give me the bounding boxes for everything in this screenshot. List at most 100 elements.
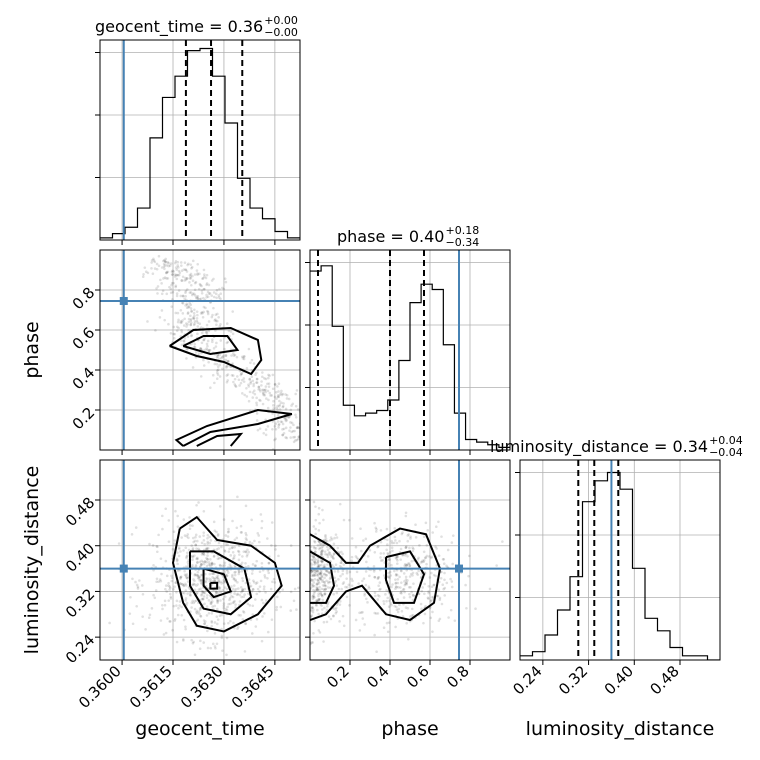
sample-point	[442, 587, 445, 591]
sample-point	[336, 570, 340, 573]
sample-point	[285, 418, 289, 422]
sample-point	[345, 571, 349, 575]
sample-point	[429, 616, 433, 620]
sample-point	[174, 266, 178, 269]
sample-point	[193, 273, 197, 276]
sample-point	[324, 587, 327, 591]
sample-point	[340, 550, 343, 554]
sample-point	[225, 366, 228, 369]
sample-point	[441, 583, 445, 587]
sample-point	[184, 597, 188, 600]
sample-point	[382, 574, 386, 577]
x-tick-label-luminosity_distance: 0.48	[646, 662, 682, 698]
sample-point	[320, 604, 323, 607]
sample-point	[183, 534, 187, 537]
sample-point	[210, 294, 213, 297]
sample-point	[220, 636, 224, 640]
sample-point	[421, 586, 425, 589]
sample-point	[326, 539, 329, 543]
sample-point	[226, 379, 230, 382]
sample-point	[213, 621, 217, 624]
sample-point	[227, 360, 230, 363]
sample-point	[317, 576, 321, 580]
sample-point	[241, 555, 244, 558]
sample-point	[193, 588, 197, 592]
sample-point	[314, 505, 317, 508]
sample-point	[174, 311, 178, 315]
sample-point	[488, 587, 492, 591]
sample-point	[279, 605, 283, 609]
sample-point	[268, 374, 271, 377]
sample-point	[148, 613, 152, 617]
sample-point	[247, 383, 250, 386]
sample-point	[337, 578, 340, 581]
sample-point	[387, 621, 391, 624]
sample-point	[430, 571, 433, 575]
sample-point	[200, 553, 204, 556]
x-tick-label-geocent_time: 0.3615	[126, 662, 176, 712]
sample-point	[198, 647, 202, 650]
sample-point	[205, 556, 208, 560]
sample-point	[208, 563, 212, 566]
sample-point	[210, 562, 214, 566]
sample-point	[226, 569, 229, 572]
sample-point	[262, 393, 265, 397]
sample-point	[288, 415, 291, 419]
sample-point	[281, 433, 284, 437]
sample-point	[266, 406, 270, 410]
sample-point	[224, 354, 228, 358]
sample-point	[324, 569, 328, 572]
sample-point	[234, 606, 237, 609]
sample-point	[244, 550, 247, 553]
sample-point	[350, 537, 354, 540]
sample-point	[167, 599, 171, 602]
sample-point	[276, 385, 279, 388]
sample-point	[172, 587, 175, 591]
sample-point	[222, 581, 225, 584]
sample-point	[204, 306, 207, 310]
sample-point	[313, 560, 317, 564]
sample-point	[189, 276, 193, 280]
density-contour	[188, 550, 253, 616]
sample-point	[184, 289, 188, 293]
sample-point	[276, 420, 280, 423]
sample-point	[167, 264, 171, 268]
sample-point	[242, 595, 246, 599]
sample-point	[320, 574, 324, 578]
sample-point	[170, 270, 174, 274]
sample-point	[201, 315, 205, 319]
sample-point	[207, 348, 211, 352]
sample-point	[443, 594, 447, 597]
sample-point	[184, 627, 187, 631]
sample-point	[323, 563, 326, 567]
sample-point	[169, 597, 173, 600]
sample-point	[219, 339, 223, 342]
sample-point	[164, 260, 167, 264]
sample-point	[206, 557, 209, 561]
sample-point	[202, 364, 206, 367]
sample-point	[189, 263, 193, 266]
sample-point	[427, 597, 430, 600]
sample-point	[193, 583, 196, 586]
y-tick-label-phase: 0.8	[69, 284, 99, 314]
sample-point	[405, 563, 409, 567]
sample-point	[207, 599, 211, 602]
sample-point	[209, 646, 213, 650]
sample-point	[373, 550, 377, 554]
sample-point	[219, 590, 223, 594]
sample-point	[215, 576, 218, 580]
sample-point	[198, 282, 202, 286]
sample-point	[326, 548, 330, 552]
sample-point	[220, 627, 223, 631]
sample-point	[316, 543, 320, 547]
sample-point	[441, 557, 445, 561]
sample-point	[323, 593, 327, 596]
sample-point	[202, 552, 205, 555]
sample-point	[164, 260, 168, 264]
sample-point	[403, 554, 407, 557]
sample-point	[394, 582, 397, 585]
sample-point	[221, 367, 224, 371]
sample-point	[199, 312, 203, 315]
sample-point	[151, 272, 155, 276]
sample-point	[200, 541, 204, 545]
